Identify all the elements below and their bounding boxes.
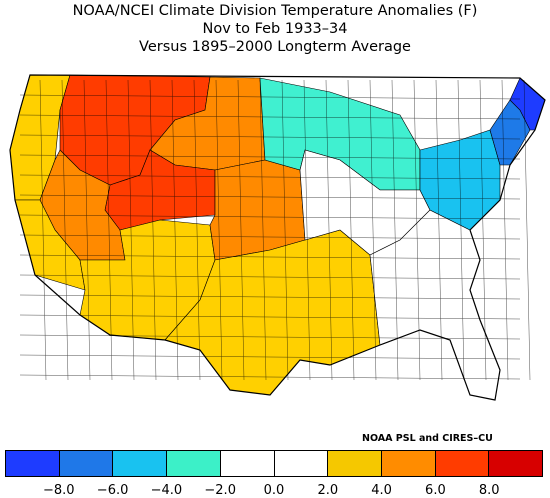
division-border-line	[19, 374, 521, 380]
division-border-line	[215, 79, 223, 381]
scale-tick-label: −2.0	[204, 483, 236, 498]
map-regions	[9, 74, 546, 401]
scale-tick-label: −4.0	[150, 483, 183, 498]
division-border-line	[19, 194, 521, 200]
division-border-line	[479, 79, 487, 381]
title-line-2: Nov to Feb 1933–34	[202, 21, 348, 37]
color-bin-5	[274, 451, 329, 476]
color-bin-6	[328, 451, 382, 476]
scale-tick-label: −8.0	[43, 483, 75, 498]
scale-tick-label: 4.0	[371, 483, 392, 498]
division-border-line	[19, 334, 521, 340]
division-border-line	[171, 79, 179, 381]
division-border-line	[19, 154, 521, 160]
division-border-line	[61, 79, 69, 381]
division-border-line	[19, 174, 521, 180]
division-border-line	[435, 79, 443, 381]
division-border-line	[193, 79, 201, 381]
division-border-line	[19, 274, 521, 280]
color-bin-8	[435, 451, 490, 476]
color-bin-1	[59, 451, 114, 476]
scale-tick-label: −6.0	[96, 483, 129, 498]
division-border-line	[105, 79, 113, 381]
title-line-3: Versus 1895–2000 Longterm Average	[139, 39, 411, 55]
division-border-line	[83, 79, 91, 381]
division-border-line	[237, 79, 245, 381]
division-border-line	[19, 294, 521, 300]
division-border-line	[149, 79, 157, 381]
division-border-line	[39, 79, 47, 381]
division-border-line	[19, 314, 521, 320]
color-bin-4	[220, 451, 275, 476]
division-border-line	[281, 79, 289, 381]
division-border-line	[325, 79, 333, 381]
division-border-line	[259, 79, 267, 381]
scale-tick-label: 8.0	[478, 483, 500, 498]
division-border-line	[501, 79, 509, 381]
color-bin-3	[167, 451, 221, 476]
division-border-line	[127, 79, 135, 381]
division-border-line	[347, 79, 355, 381]
division-border-line	[19, 234, 521, 240]
scale-tick-label: 2.0	[317, 483, 339, 498]
division-border-line	[303, 79, 311, 381]
division-border-line	[19, 94, 521, 100]
division-border-line	[19, 114, 521, 120]
division-border-line	[19, 254, 521, 260]
division-border-line	[391, 79, 399, 381]
scale-tick-label: 6.0	[425, 483, 446, 498]
division-border-line	[523, 79, 531, 381]
division-border-line	[369, 79, 377, 381]
division-border-line	[19, 354, 521, 360]
scale-tick-label: 0.0	[263, 483, 285, 498]
color-bin-2	[113, 451, 168, 476]
division-border-line	[19, 214, 521, 220]
color-scale-bar	[5, 450, 543, 477]
title-line-1: NOAA/NCEI Climate Division Temperature A…	[72, 3, 478, 19]
color-bin-0	[6, 451, 60, 476]
credit-label: NOAA PSL and CIRES–CU	[362, 433, 493, 444]
us-outline	[9, 74, 546, 401]
color-bin-7	[381, 451, 436, 476]
us-climate-division-map	[9, 74, 546, 401]
division-border-line	[19, 134, 521, 140]
color-bin-9	[489, 451, 543, 476]
division-borders	[19, 79, 531, 381]
division-border-line	[457, 79, 465, 381]
